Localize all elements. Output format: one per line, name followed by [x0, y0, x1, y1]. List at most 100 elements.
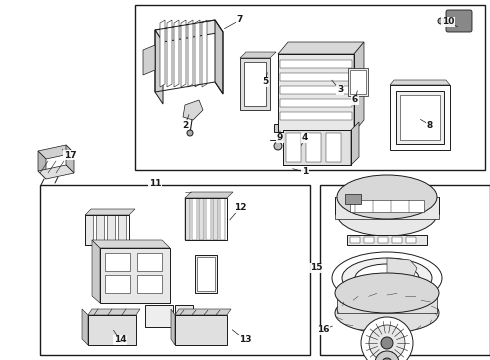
Bar — [96, 215, 104, 245]
Polygon shape — [183, 100, 203, 120]
Text: 1: 1 — [302, 167, 308, 176]
Polygon shape — [199, 198, 204, 240]
Bar — [280, 86, 352, 94]
Bar — [345, 194, 361, 204]
Text: 13: 13 — [239, 336, 251, 345]
Bar — [280, 112, 352, 120]
Polygon shape — [38, 151, 46, 179]
FancyBboxPatch shape — [446, 10, 472, 32]
Bar — [320, 185, 490, 355]
Polygon shape — [175, 315, 227, 345]
Bar — [274, 124, 282, 132]
Text: 4: 4 — [302, 134, 308, 143]
Circle shape — [369, 325, 405, 360]
Text: 16: 16 — [317, 325, 329, 334]
Bar — [392, 237, 402, 243]
Text: 17: 17 — [64, 150, 76, 159]
Bar — [107, 215, 115, 245]
Bar — [347, 235, 427, 245]
Bar — [350, 70, 366, 94]
Ellipse shape — [335, 293, 439, 333]
Bar — [175, 305, 193, 327]
Text: 6: 6 — [352, 95, 358, 104]
Polygon shape — [38, 145, 74, 159]
Text: 10: 10 — [442, 18, 454, 27]
Bar — [326, 133, 341, 162]
Circle shape — [438, 18, 444, 24]
Polygon shape — [278, 42, 364, 54]
Bar — [244, 62, 266, 106]
Polygon shape — [155, 20, 223, 42]
Circle shape — [274, 142, 282, 150]
Polygon shape — [215, 20, 223, 94]
Polygon shape — [220, 198, 225, 240]
Ellipse shape — [355, 264, 419, 292]
Polygon shape — [155, 30, 163, 104]
Polygon shape — [175, 309, 231, 315]
Bar — [118, 215, 126, 245]
Circle shape — [381, 337, 393, 349]
Bar — [364, 237, 374, 243]
Bar — [335, 197, 439, 219]
Bar — [378, 237, 388, 243]
Bar — [85, 215, 93, 245]
Polygon shape — [88, 309, 140, 315]
Polygon shape — [240, 52, 276, 58]
Polygon shape — [167, 20, 172, 87]
Polygon shape — [181, 20, 186, 87]
Polygon shape — [185, 192, 233, 198]
Polygon shape — [92, 240, 100, 303]
Polygon shape — [202, 20, 207, 87]
Polygon shape — [174, 20, 179, 87]
Bar — [280, 73, 352, 81]
Circle shape — [361, 317, 413, 360]
Polygon shape — [387, 258, 417, 278]
Text: 2: 2 — [182, 121, 188, 130]
Bar — [145, 305, 173, 327]
Polygon shape — [188, 20, 193, 87]
Bar — [278, 54, 354, 132]
Bar — [350, 200, 424, 212]
Polygon shape — [38, 165, 74, 179]
Bar — [137, 275, 162, 293]
Bar — [350, 237, 360, 243]
Bar — [337, 293, 437, 313]
Bar — [185, 198, 227, 240]
Bar — [240, 58, 270, 110]
Bar — [280, 60, 352, 68]
Polygon shape — [160, 20, 165, 87]
Bar — [390, 85, 450, 150]
Polygon shape — [88, 315, 136, 345]
Circle shape — [375, 351, 399, 360]
Polygon shape — [206, 198, 211, 240]
Bar — [348, 68, 368, 96]
Ellipse shape — [342, 258, 432, 298]
Bar — [280, 99, 352, 107]
Text: 12: 12 — [234, 203, 246, 212]
Bar — [135, 5, 485, 170]
Text: 3: 3 — [337, 85, 343, 94]
Bar — [197, 257, 215, 291]
Bar — [100, 248, 170, 303]
Polygon shape — [351, 122, 359, 165]
Bar — [105, 275, 130, 293]
Bar — [40, 185, 310, 355]
Text: 5: 5 — [262, 77, 268, 86]
Polygon shape — [400, 95, 440, 140]
Text: 14: 14 — [114, 336, 126, 345]
Bar — [105, 253, 130, 271]
Bar — [85, 215, 129, 245]
Bar — [396, 91, 444, 144]
Polygon shape — [213, 198, 218, 240]
Bar — [278, 54, 354, 132]
Ellipse shape — [337, 192, 437, 236]
Polygon shape — [354, 42, 364, 132]
Bar — [283, 130, 351, 165]
Bar — [406, 237, 416, 243]
Polygon shape — [82, 309, 88, 345]
Ellipse shape — [332, 252, 442, 304]
Polygon shape — [185, 198, 190, 240]
Bar — [137, 253, 162, 271]
Text: 9: 9 — [277, 134, 283, 143]
Polygon shape — [195, 20, 200, 87]
